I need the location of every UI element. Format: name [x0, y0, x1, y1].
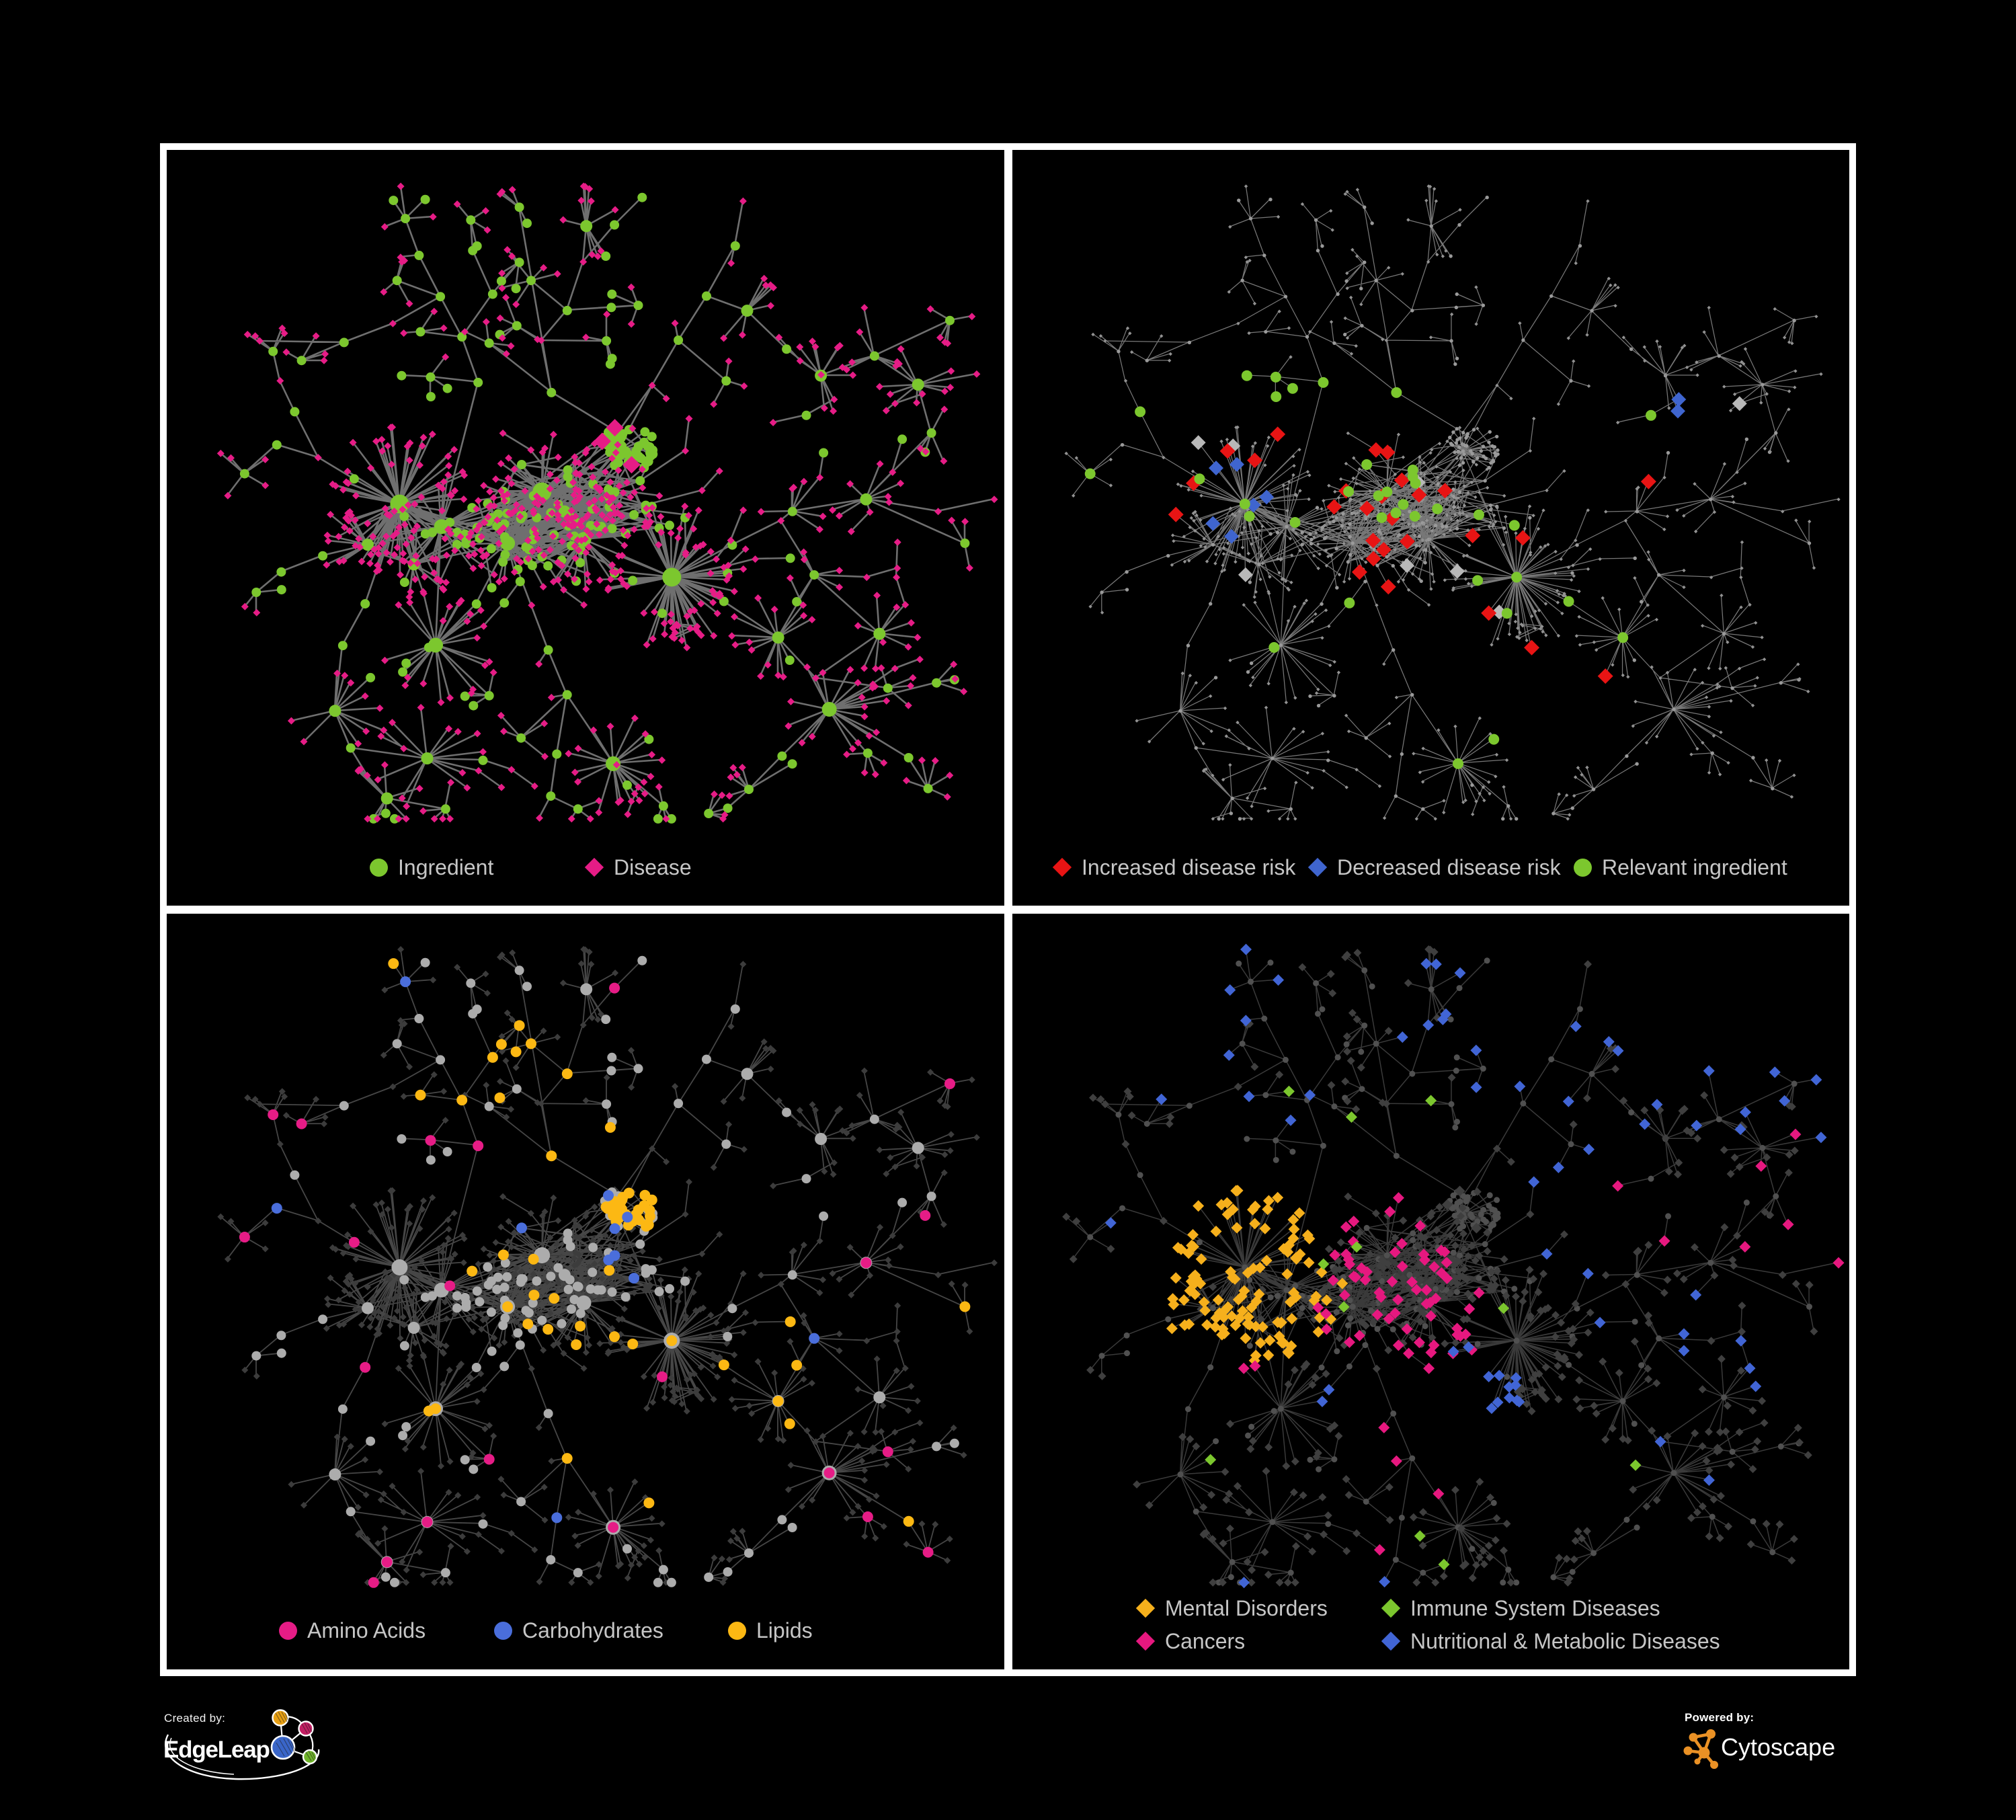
svg-text:EdgeLeap: EdgeLeap: [163, 1737, 270, 1763]
